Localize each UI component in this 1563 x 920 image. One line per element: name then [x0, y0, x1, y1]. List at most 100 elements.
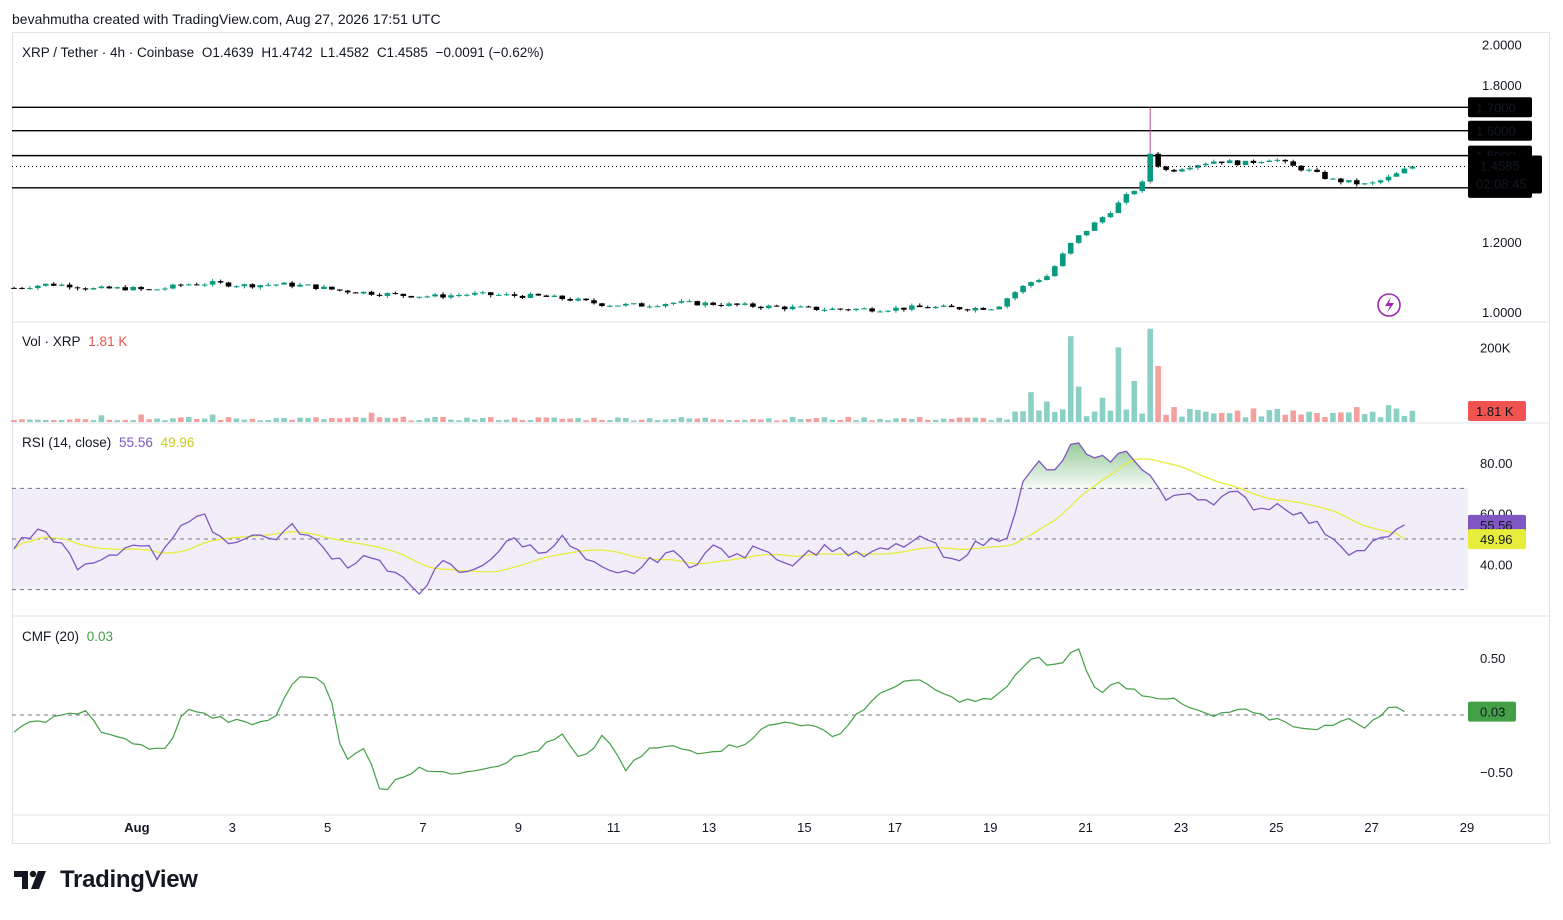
rsi-title[interactable]: RSI (14, close) [22, 435, 112, 450]
volume-bar [591, 417, 597, 422]
volume-bar [932, 419, 939, 422]
candle [487, 292, 494, 296]
candle [1226, 160, 1233, 164]
volume-bar [1377, 417, 1384, 422]
candle [82, 288, 89, 290]
footer-logo[interactable]: TradingView [14, 866, 198, 894]
rsi-legend: RSI (14, close) 55.56 49.96 [22, 435, 198, 450]
volume-bar [1242, 417, 1249, 422]
candle [170, 284, 176, 289]
symbol-label[interactable]: XRP / Tether · 4h · Coinbase [22, 45, 195, 60]
candle [1409, 166, 1416, 169]
volume-legend: Vol · XRP 1.81 K [22, 334, 131, 349]
volume-bar [479, 418, 486, 422]
candle [551, 295, 558, 297]
candle [19, 287, 25, 289]
volume-bar [1179, 416, 1185, 422]
volume-bar [297, 417, 303, 422]
candle [1218, 161, 1225, 164]
volume-bar [758, 419, 764, 422]
candle [257, 285, 264, 288]
candle [948, 305, 955, 308]
candle [432, 294, 438, 297]
candle [162, 288, 168, 290]
candle [186, 284, 192, 286]
candle [1298, 165, 1304, 171]
volume-bar [1346, 412, 1352, 422]
candle [869, 308, 875, 312]
candle [329, 286, 335, 290]
volume-bar [1385, 405, 1392, 422]
volume-bar [384, 417, 391, 422]
candle [678, 301, 685, 303]
candle [1203, 163, 1209, 166]
volume-bar [1258, 416, 1265, 422]
candle [472, 292, 478, 295]
volume-bar [1052, 412, 1058, 422]
candle [805, 306, 812, 308]
candle [710, 302, 716, 306]
countdown-text: 02:08:45 [1476, 176, 1527, 191]
candle [1322, 171, 1328, 179]
candle [615, 305, 621, 307]
chart-credit: bevahmutha created with TradingView.com,… [12, 11, 441, 27]
volume-bar [901, 418, 907, 422]
volume-bar [654, 420, 661, 422]
candle [527, 293, 534, 298]
level-tag-text: 1.6000 [1476, 124, 1516, 139]
candle [829, 308, 836, 310]
candle [1036, 280, 1042, 283]
volume-bar [305, 417, 311, 422]
cmf-title[interactable]: CMF (20) [22, 629, 79, 644]
rsi-value: 55.56 [119, 435, 153, 450]
candle [456, 295, 462, 297]
volume-bar [1361, 414, 1368, 422]
volume-bar [329, 418, 335, 422]
rsi-tick: 40.00 [1480, 557, 1513, 572]
candle [1028, 282, 1034, 286]
volume-bar [511, 417, 518, 422]
candle [1361, 183, 1368, 185]
volume-bar [1115, 347, 1122, 422]
volume-bar [1409, 410, 1416, 422]
volume-bar [27, 419, 33, 422]
flash-icon[interactable] [1377, 293, 1401, 317]
volume-tag: 1.81 K [1468, 401, 1526, 421]
candle [940, 305, 947, 307]
volume-bar [257, 420, 264, 422]
candle [1044, 276, 1050, 281]
volume-bar [66, 419, 73, 422]
close-value: C1.4585 [376, 45, 428, 60]
candle [27, 288, 33, 290]
volume-bar [368, 412, 375, 422]
candle [1020, 285, 1026, 293]
rsi-overbought-fill [1023, 442, 1159, 489]
volume-bar [710, 419, 716, 422]
volume-bar [1401, 415, 1408, 422]
volume-bar [1203, 411, 1209, 422]
time-tick: Aug [124, 820, 149, 835]
volume-bar [1155, 366, 1161, 422]
volume-bar [805, 419, 812, 422]
candle [638, 303, 645, 307]
candle [297, 284, 303, 287]
rsi-ma-tag-text: 49.96 [1480, 532, 1513, 547]
volume-bar [1330, 412, 1336, 422]
volume-bar [114, 420, 121, 422]
volume-bar [495, 420, 502, 422]
volume-bar [201, 418, 208, 422]
candle [607, 305, 613, 307]
candle [909, 305, 915, 310]
high-value: H1.4742 [261, 45, 313, 60]
candle [750, 303, 756, 307]
rsi-ma-line [13, 458, 1405, 573]
candle [336, 289, 343, 291]
volume-bar [1147, 328, 1153, 422]
volume-bar [209, 414, 216, 422]
cmf-tick: 0.50 [1480, 651, 1505, 666]
volume-bar [193, 419, 200, 422]
volume-title[interactable]: Vol · XRP [22, 334, 81, 349]
candle [138, 287, 144, 290]
candle [1091, 222, 1098, 231]
